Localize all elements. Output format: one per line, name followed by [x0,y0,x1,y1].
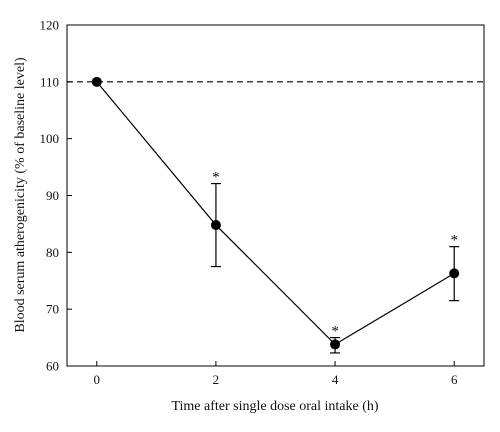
x-tick-label-2: 4 [332,372,339,387]
significance-marker-1: * [212,170,220,186]
y-tick-label-1: 70 [46,302,59,317]
y-tick-label-3: 90 [46,188,59,203]
data-point-3 [449,268,460,279]
y-tick-label-2: 80 [46,245,59,260]
x-axis-title: Time after single dose oral intake (h) [171,399,378,414]
data-point-1 [210,220,221,231]
axis-ticks: 0 2 4 6 60 70 80 90 100 110 120 [40,18,458,388]
significance-marker-3: * [450,233,458,249]
x-tick-label-1: 2 [213,372,220,387]
data-points [91,76,460,350]
y-axis-title: Blood serum atherogenicity (% of baselin… [13,57,28,333]
data-point-0 [91,76,102,87]
y-tick-label-5: 110 [40,74,59,89]
x-tick-label-3: 6 [451,372,458,387]
y-tick-label-6: 120 [40,18,60,33]
series-line [96,81,455,346]
y-tick-label-0: 60 [46,359,59,374]
x-tick-label-0: 0 [94,372,101,387]
y-tick-label-4: 100 [40,131,60,146]
significance-marker-2: * [331,324,339,340]
significance-markers: * * * [212,170,458,340]
plot-frame [66,24,485,367]
data-point-2 [330,339,341,350]
